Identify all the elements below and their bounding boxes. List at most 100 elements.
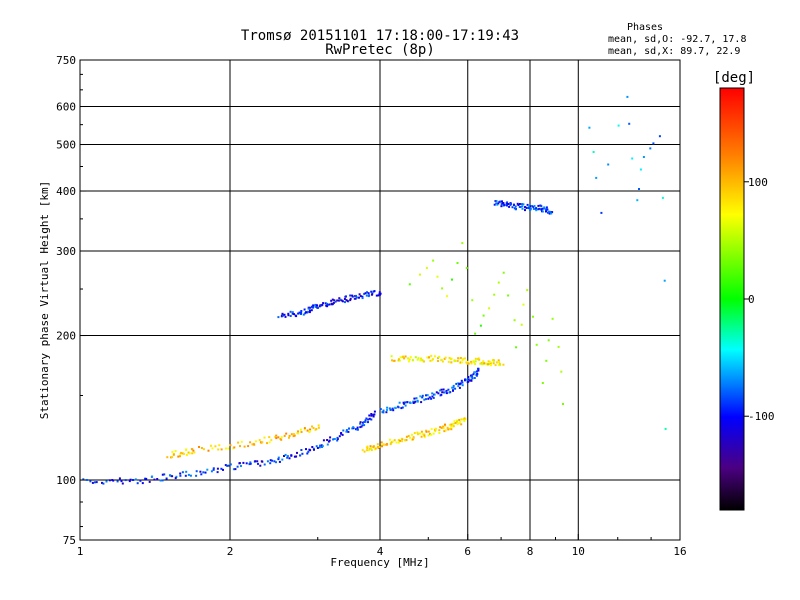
data-point <box>408 358 411 361</box>
data-point <box>370 414 373 417</box>
data-point <box>526 203 529 206</box>
data-point <box>514 205 517 208</box>
chart-title: Tromsø 20151101 17:18:00-17:19:43 <box>241 28 519 44</box>
data-point <box>179 472 182 475</box>
data-point <box>316 304 318 307</box>
data-point <box>218 444 221 447</box>
data-point <box>314 305 317 308</box>
data-point <box>299 454 302 457</box>
data-point <box>188 452 191 455</box>
data-point <box>390 355 393 358</box>
data-point <box>222 468 224 471</box>
data-point <box>362 421 364 424</box>
data-point <box>371 293 373 296</box>
data-point <box>153 478 156 481</box>
data-point <box>307 450 310 453</box>
data-point <box>302 313 305 316</box>
data-point <box>592 151 595 153</box>
data-point <box>139 479 142 482</box>
data-point <box>393 359 396 362</box>
data-point <box>458 422 461 425</box>
data-point <box>588 126 591 129</box>
data-point <box>356 428 359 431</box>
data-point <box>297 430 299 433</box>
data-point <box>356 426 359 429</box>
data-point <box>466 362 469 365</box>
data-point <box>389 408 392 411</box>
data-point <box>492 359 495 362</box>
data-point <box>328 439 331 442</box>
data-point <box>412 437 415 440</box>
data-point <box>299 428 302 431</box>
data-point <box>545 208 548 211</box>
chart-subtitle: RwPretec (8p) <box>325 42 435 58</box>
data-point <box>477 367 480 370</box>
data-point <box>430 397 433 400</box>
data-point <box>419 395 422 398</box>
legend-heading: Phases <box>627 22 663 33</box>
data-point <box>471 377 474 380</box>
y-tick-label: 400 <box>56 185 76 198</box>
data-point <box>432 396 435 399</box>
data-point <box>404 355 407 358</box>
data-point <box>439 426 442 429</box>
data-point <box>211 447 214 450</box>
data-point <box>661 196 664 199</box>
data-point <box>388 407 391 410</box>
data-point <box>521 203 524 206</box>
data-point <box>91 481 94 484</box>
data-point <box>332 438 335 441</box>
data-point <box>450 361 453 364</box>
data-point <box>423 398 426 401</box>
data-point <box>664 427 667 430</box>
data-point <box>184 474 187 477</box>
data-point <box>355 294 357 297</box>
data-point <box>395 441 398 444</box>
data-point <box>327 303 329 306</box>
data-point <box>545 359 548 362</box>
data-point <box>450 425 453 428</box>
data-point <box>459 361 462 364</box>
data-point <box>334 300 337 303</box>
data-point <box>519 206 522 208</box>
data-point <box>427 430 430 433</box>
data-point <box>297 312 300 315</box>
data-point <box>322 439 325 442</box>
data-point <box>393 439 396 442</box>
data-point <box>193 451 196 454</box>
data-point <box>402 355 405 358</box>
data-point <box>479 362 482 365</box>
data-point <box>280 436 283 439</box>
data-point <box>465 361 468 364</box>
data-point <box>159 479 162 482</box>
data-point <box>411 433 413 436</box>
data-point <box>543 207 546 210</box>
data-point <box>458 383 461 386</box>
data-point <box>459 382 462 385</box>
data-point <box>414 356 417 359</box>
data-point <box>471 299 474 302</box>
data-point <box>321 303 324 306</box>
data-point <box>187 451 190 454</box>
data-point <box>318 305 321 308</box>
data-point <box>283 434 286 437</box>
data-point <box>378 446 381 448</box>
data-point <box>291 311 294 314</box>
data-point <box>443 357 446 360</box>
data-point <box>198 446 200 448</box>
data-point <box>490 364 492 367</box>
data-point <box>511 206 514 209</box>
data-point <box>447 428 450 431</box>
data-point <box>411 438 414 441</box>
data-point <box>466 360 469 363</box>
data-point <box>283 455 285 457</box>
data-point <box>452 386 455 389</box>
data-point <box>379 292 382 295</box>
data-point <box>363 450 366 453</box>
data-point <box>226 464 229 467</box>
data-point <box>400 407 403 410</box>
data-point <box>286 456 289 459</box>
data-point <box>425 267 428 269</box>
data-point <box>385 411 388 414</box>
x-tick-label: 6 <box>464 545 471 558</box>
